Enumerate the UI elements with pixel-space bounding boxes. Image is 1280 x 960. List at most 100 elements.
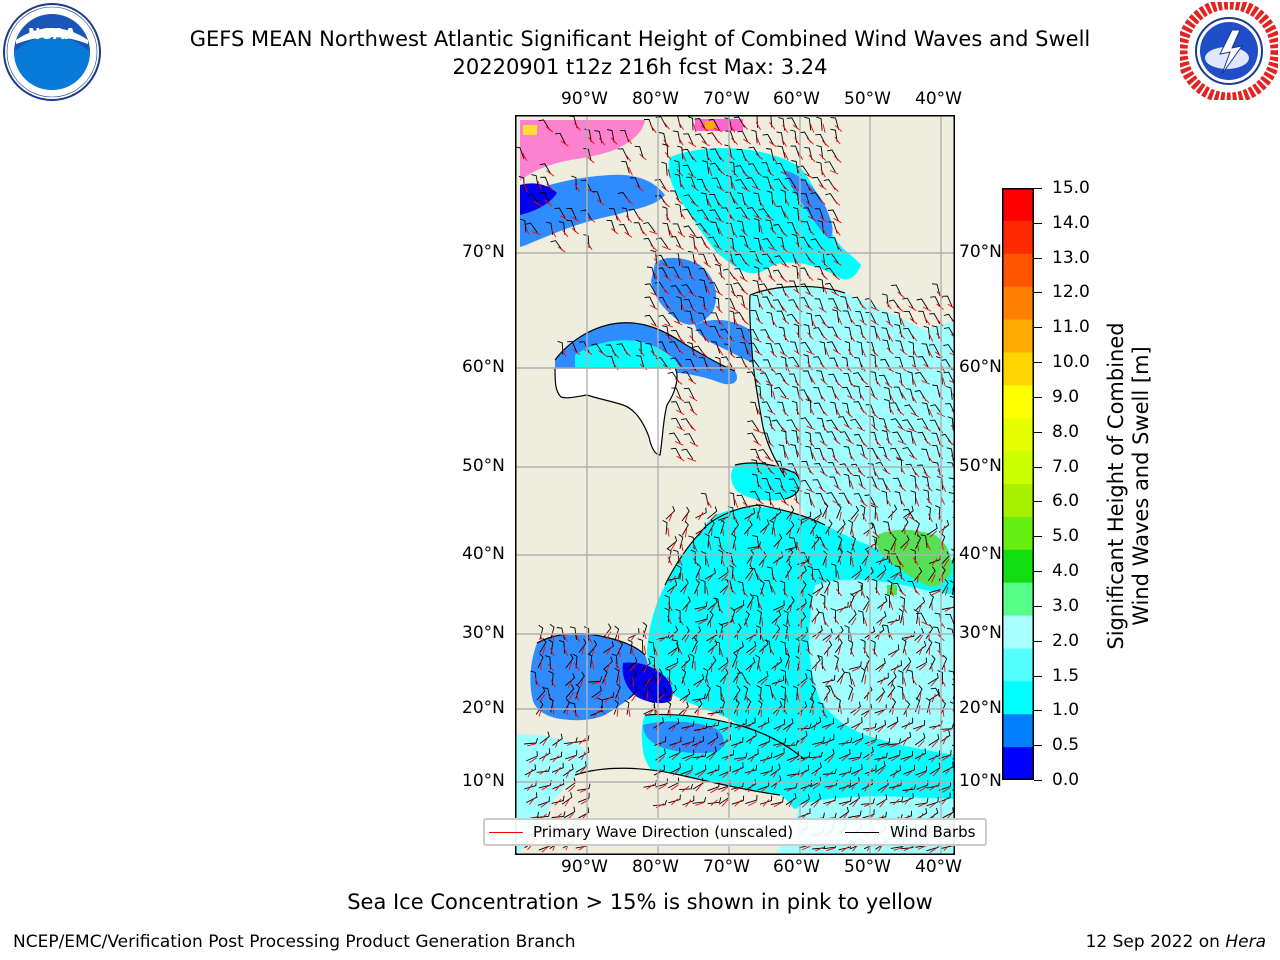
wave-direction-arrow <box>578 844 587 851</box>
wave-direction-arrow <box>928 333 934 342</box>
wave-direction-arrow <box>671 723 678 732</box>
wave-direction-arrow <box>929 802 937 809</box>
wind-barb <box>643 237 655 250</box>
wave-direction-arrow <box>782 409 789 417</box>
wave-direction-arrow <box>717 168 726 176</box>
wind-barb <box>900 535 910 549</box>
wave-direction-arrow <box>871 349 879 357</box>
wind-barb <box>775 162 787 175</box>
wind-barb <box>915 732 926 746</box>
wave-direction-arrow <box>624 231 633 238</box>
wave-direction-arrow <box>870 393 878 400</box>
wind-barb <box>695 507 707 519</box>
wind-barb <box>572 653 578 669</box>
wave-direction-arrow <box>818 184 827 190</box>
wind-barb <box>539 748 551 760</box>
colorbar-tick-label: 11.0 <box>1052 317 1090 338</box>
wave-direction-arrow <box>784 451 789 460</box>
wave-direction-arrow <box>762 799 770 807</box>
wind-barb <box>614 667 620 683</box>
wind-barb <box>776 310 787 323</box>
wind-barb <box>805 431 812 446</box>
wave-direction-arrow <box>833 334 842 341</box>
wind-barb <box>591 685 602 698</box>
wind-barb <box>704 533 710 548</box>
lon-label-top: 60°W <box>773 89 820 109</box>
wind-barb <box>797 764 810 776</box>
map-panel[interactable] <box>515 115 955 855</box>
wave-direction-arrow <box>782 290 790 298</box>
wave-direction-arrow <box>925 541 931 550</box>
wind-barb <box>793 323 800 338</box>
wave-direction-arrow <box>670 784 679 791</box>
wind-barb-line-icon <box>845 832 879 833</box>
wave-direction-arrow <box>810 499 815 508</box>
wave-direction-arrow <box>756 456 764 463</box>
wind-barb <box>592 191 602 204</box>
wind-barbs-layer <box>515 115 955 854</box>
wave-direction-arrow <box>849 480 854 490</box>
wave-direction-arrow <box>872 484 881 491</box>
wind-barb <box>730 737 744 747</box>
wave-direction-arrow <box>675 244 684 250</box>
wind-barb <box>860 667 866 683</box>
wave-direction-arrow <box>615 214 621 223</box>
hudson-bay-white <box>554 367 678 456</box>
wave-direction-arrow <box>565 769 571 778</box>
wind-barb <box>926 796 939 807</box>
wind-barb <box>927 672 939 685</box>
wave-direction-arrow <box>529 757 537 764</box>
wave-direction-arrow <box>717 318 724 327</box>
wave-direction-arrow <box>883 454 891 462</box>
wave-direction-arrow <box>841 771 850 778</box>
wave-direction-arrow <box>640 228 647 236</box>
wave-direction-arrow <box>788 798 794 807</box>
wave-direction-arrow <box>735 606 744 613</box>
wave-direction-arrow <box>719 648 724 658</box>
wave-direction-arrow <box>913 587 920 596</box>
wind-barb <box>671 387 682 400</box>
wave-direction-arrow <box>568 784 576 792</box>
wind-barb <box>540 176 551 189</box>
wave-direction-arrow <box>739 276 748 282</box>
lon-label-top: 80°W <box>632 89 679 109</box>
wind-barb <box>902 784 917 791</box>
wave-direction-arrow <box>679 211 686 220</box>
wind-barb <box>790 145 801 158</box>
wind-barb <box>861 798 875 805</box>
wave-direction-arrow <box>742 199 749 208</box>
wave-direction-arrow <box>697 706 700 716</box>
wind-barb <box>790 489 798 504</box>
wind-barb <box>804 146 813 160</box>
wave-direction-arrow <box>918 616 921 626</box>
wind-barb <box>836 519 846 534</box>
colorbar-tick-mark <box>1034 466 1042 468</box>
wave-direction-arrow <box>821 425 829 433</box>
wave-direction-arrow <box>730 245 738 253</box>
wind-barb <box>577 807 590 819</box>
wave-direction-arrow <box>853 708 861 716</box>
wave-direction-arrow <box>667 676 673 685</box>
wind-barb <box>565 684 575 699</box>
wave-direction-arrow <box>758 393 765 401</box>
wind-barb <box>829 476 839 489</box>
wave-direction-arrow <box>887 528 894 537</box>
wind-barb <box>844 671 853 685</box>
wave-direction-arrow <box>713 244 723 250</box>
wind-barb <box>683 194 696 205</box>
wind-barb <box>907 370 914 385</box>
wave-direction-arrow <box>832 273 841 281</box>
wave-direction-arrow <box>804 304 813 311</box>
wind-barb <box>915 808 928 820</box>
wave-direction-arrow <box>760 721 766 730</box>
colorbar-tick-mark <box>1034 780 1042 781</box>
wave-direction-arrow <box>578 767 586 775</box>
wind-barb <box>666 573 681 581</box>
map-title: GEFS MEAN Northwest Atlantic Significant… <box>189 27 1091 51</box>
wave-direction-arrow <box>750 547 760 551</box>
wind-barb <box>887 683 896 698</box>
wind-barb <box>725 298 736 310</box>
wind-barb <box>680 654 691 669</box>
wind-barb <box>814 432 825 445</box>
wind-barb <box>670 284 683 296</box>
